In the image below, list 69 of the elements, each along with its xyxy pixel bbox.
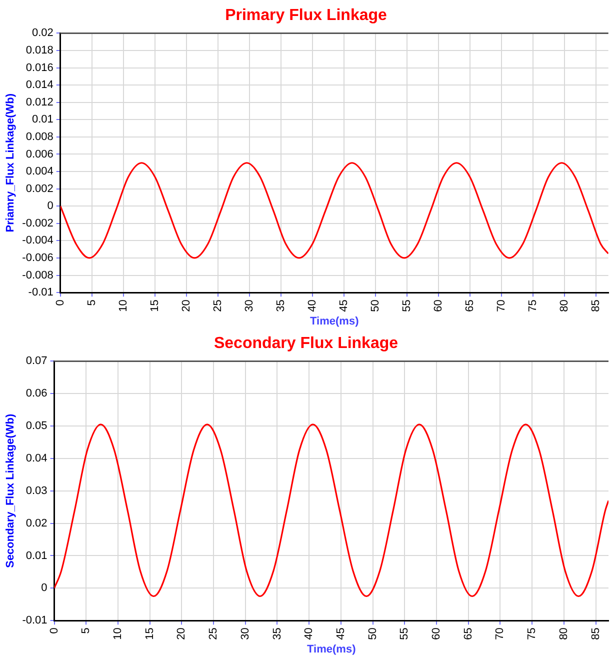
y-tick-label: 0.014 (26, 79, 54, 92)
x-tick-label: 20 (176, 628, 188, 640)
y-tick-label: 0.004 (26, 166, 54, 178)
x-axis-title: Time(ms) (310, 315, 360, 328)
x-tick-label: 80 (558, 300, 570, 312)
x-tick-label: 5 (86, 300, 98, 306)
x-tick-label: 75 (526, 300, 539, 312)
x-tick-label: 35 (274, 300, 287, 312)
y-tick-label: -0.008 (22, 269, 54, 282)
x-tick-label: 75 (526, 628, 538, 640)
x-tick-label: 85 (590, 300, 602, 312)
y-tick-label: 0.016 (26, 62, 54, 74)
y-tick-label: -0.004 (22, 234, 54, 247)
y-tick-label: 0 (47, 200, 54, 212)
y-tick-label: 0.05 (26, 420, 48, 432)
chart-title: Secondary Flux Linkage (214, 335, 398, 352)
y-axis-title: Secondary_Flux Linkage(Wb) (4, 414, 17, 568)
x-tick-label: 40 (306, 300, 318, 312)
y-tick-label: 0.02 (32, 27, 54, 40)
line-series (60, 162, 608, 259)
y-tick-label: 0.006 (26, 148, 54, 160)
x-tick-label: 65 (464, 300, 476, 312)
y-tick-label: 0.02 (26, 517, 48, 530)
x-tick-label: 15 (144, 628, 156, 640)
y-tick-label: 0.018 (26, 44, 54, 57)
y-tick-label: -0.01 (28, 286, 54, 299)
y-tick-label: 0.07 (26, 355, 48, 368)
line-series (54, 424, 608, 598)
x-tick-label: 45 (338, 300, 350, 312)
x-tick-label: 35 (271, 628, 284, 640)
y-tick-label: 0.03 (26, 484, 48, 497)
x-axis-title: Time(ms) (307, 643, 356, 656)
y-tick-label: 0.002 (26, 182, 54, 195)
y-tick-label: 0.008 (26, 130, 54, 143)
x-tick-label: 25 (208, 628, 220, 640)
x-tick-label: 70 (495, 300, 508, 312)
x-tick-label: 55 (398, 628, 411, 640)
x-tick-label: 70 (494, 628, 506, 640)
x-tick-label: 0 (48, 628, 60, 634)
y-tick-label: -0.01 (22, 614, 48, 627)
x-tick-label: 30 (243, 300, 256, 312)
y-tick-label: -0.002 (22, 217, 54, 230)
y-tick-label: 0.04 (26, 452, 48, 464)
y-tick-label: 0 (41, 582, 48, 594)
y-tick-label: -0.006 (22, 252, 54, 264)
x-tick-label: 10 (117, 300, 130, 312)
x-tick-label: 10 (112, 628, 124, 640)
x-tick-label: 15 (148, 300, 161, 312)
x-tick-label: 80 (558, 628, 570, 640)
x-tick-label: 25 (212, 300, 224, 312)
x-tick-label: 5 (80, 628, 92, 634)
x-tick-label: 85 (590, 628, 602, 640)
x-tick-label: 40 (303, 628, 316, 640)
x-tick-label: 45 (334, 628, 347, 640)
x-tick-label: 50 (366, 628, 379, 640)
y-tick-label: 0.01 (26, 550, 48, 562)
x-tick-label: 60 (432, 300, 444, 312)
x-tick-label: 60 (430, 628, 443, 640)
x-tick-label: 55 (400, 300, 413, 312)
x-tick-label: 0 (54, 300, 66, 306)
x-tick-label: 65 (462, 628, 474, 640)
x-tick-label: 50 (369, 300, 382, 312)
y-tick-label: 0.012 (26, 96, 54, 108)
y-axis-title: Priamry_Flux Linkage(Wb) (4, 93, 17, 232)
x-tick-label: 30 (239, 628, 252, 640)
y-tick-label: 0.06 (26, 388, 48, 400)
x-tick-label: 20 (180, 300, 192, 312)
chart-title: Primary Flux Linkage (225, 7, 388, 24)
y-tick-label: 0.01 (32, 114, 54, 126)
